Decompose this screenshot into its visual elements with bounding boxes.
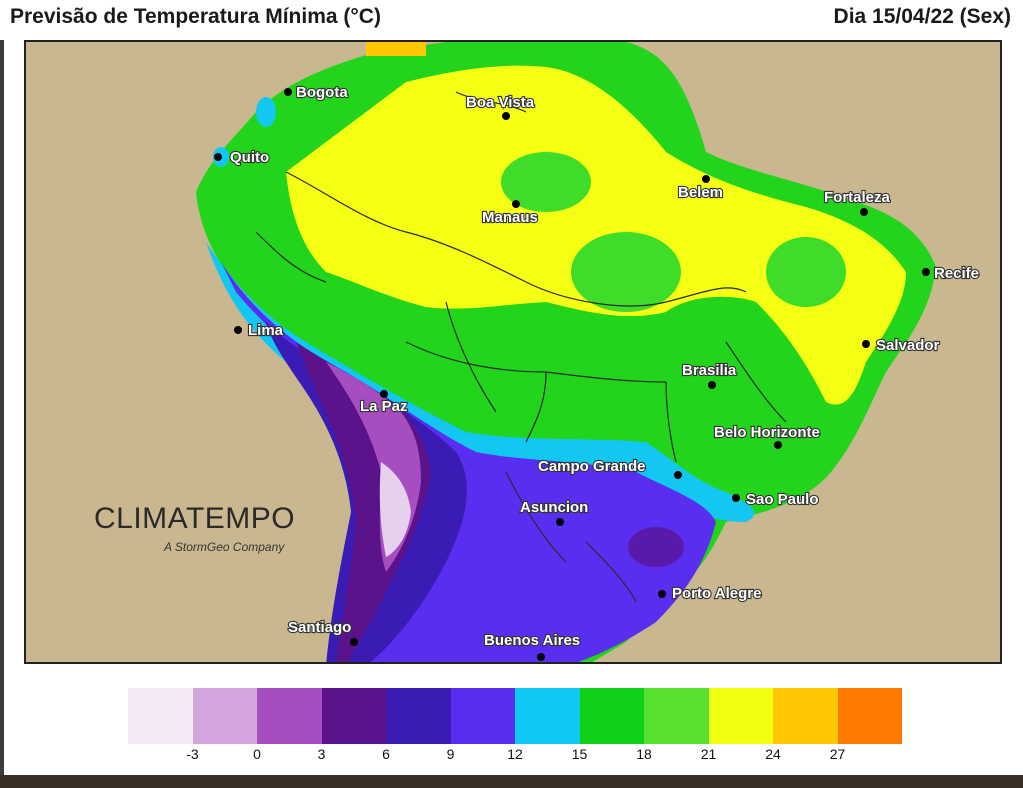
city-label-porto-alegre: Porto Alegre [672, 585, 761, 602]
city-label-lima: Lima [248, 322, 284, 339]
window-bottom-edge [0, 775, 1023, 788]
logo-tagline: A StormGeo Company [164, 540, 285, 554]
city-label-belo-horizonte: Belo Horizonte [714, 424, 820, 441]
city-label-boa-vista: Boa Vista [466, 94, 535, 111]
zone-24-27 [366, 42, 426, 56]
city-dot [702, 175, 710, 183]
city-dot [284, 88, 292, 96]
logo-wordmark: CLIMATEMPO [94, 502, 296, 535]
map-title: Previsão de Temperatura Mínima (°C) [10, 5, 381, 28]
legend-tick-label: 21 [700, 746, 717, 762]
city-label-asuncion: Asuncion [520, 499, 588, 516]
legend-swatch [837, 688, 902, 744]
city-label-fortaleza: Fortaleza [824, 189, 891, 206]
city-label-manaus: Manaus [482, 209, 538, 226]
legend-tick-labels: -3 0 3 6 9 12 15 18 21 24 27 [128, 746, 902, 766]
window-edge [0, 40, 4, 780]
legend-tick-label: 12 [507, 746, 523, 762]
city-markers: Bogota Boa Vista Quito Belem Fortaleza M… [214, 83, 980, 661]
city-label-recife: Recife [934, 265, 979, 282]
city-dot [537, 653, 545, 661]
city-label-brasilia: Brasilia [682, 362, 737, 379]
city-label-campo-grande: Campo Grande [538, 458, 646, 475]
city-dot [860, 208, 868, 216]
city-label-bogota: Bogota [296, 84, 348, 101]
zone-minus3-0 [379, 462, 411, 557]
legend-swatch [321, 688, 386, 744]
legend-swatch [128, 688, 193, 744]
legend-tick-label: 9 [446, 746, 455, 762]
legend-swatch [386, 688, 451, 744]
city-dot [380, 390, 388, 398]
legend-swatch [644, 688, 709, 744]
forecast-date: Dia 15/04/22 (Sex) [833, 5, 1011, 28]
city-label-santiago: Santiago [288, 619, 351, 636]
legend-swatch [708, 688, 773, 744]
temperature-legend: -3 0 3 6 9 12 15 18 21 24 27 [128, 688, 902, 762]
map-canvas: Bogota Boa Vista Quito Belem Fortaleza M… [26, 42, 1000, 662]
country-borders [255, 91, 787, 603]
legend-tick-label: 0 [253, 746, 261, 762]
city-label-sao-paulo: Sao Paulo [746, 491, 819, 508]
city-dot [556, 518, 564, 526]
legend-tick-label: 27 [829, 746, 846, 762]
legend-swatch [579, 688, 644, 744]
legend-tick-label: 6 [382, 746, 390, 762]
legend-swatch [192, 688, 257, 744]
city-dot [502, 112, 510, 120]
climatempo-logo: CLIMATEMPO A StormGeo Company [94, 502, 296, 554]
city-dot [732, 494, 740, 502]
legend-tick-label: 3 [317, 746, 326, 762]
zone-12-15 [206, 242, 755, 522]
zone-18-21 [571, 232, 681, 312]
legend-swatch [773, 688, 838, 744]
zone-3-6 [628, 527, 684, 567]
legend-tick-label: 18 [636, 746, 652, 762]
legend-swatch [257, 688, 322, 744]
city-dot [512, 200, 520, 208]
city-label-salvador: Salvador [876, 337, 940, 354]
zone-18-21 [766, 237, 846, 307]
city-dot [234, 326, 242, 334]
city-dot [350, 638, 358, 646]
legend-swatch [515, 688, 580, 744]
city-dot [774, 441, 782, 449]
zone-21-24 [286, 65, 906, 405]
legend-tick-label: 24 [765, 746, 781, 762]
city-dot [658, 590, 666, 598]
city-dot [862, 340, 870, 348]
temperature-map: Bogota Boa Vista Quito Belem Fortaleza M… [24, 40, 1002, 664]
city-dot [708, 381, 716, 389]
city-label-la-paz: La Paz [360, 398, 408, 415]
city-dot [674, 471, 682, 479]
legend-tick-label: 15 [571, 746, 588, 762]
city-dot [214, 153, 222, 161]
legend-swatch [450, 688, 515, 744]
city-label-buenos-aires: Buenos Aires [484, 632, 580, 649]
map-header: Previsão de Temperatura Mínima (°C) Dia … [0, 0, 1023, 40]
city-label-belem: Belem [678, 184, 723, 201]
city-label-quito: Quito [230, 149, 269, 166]
legend-color-bar [128, 688, 902, 744]
zone-12-15 [256, 97, 276, 127]
legend-tick-label: -3 [186, 746, 199, 762]
zone-18-21 [501, 152, 591, 212]
city-dot [922, 268, 930, 276]
